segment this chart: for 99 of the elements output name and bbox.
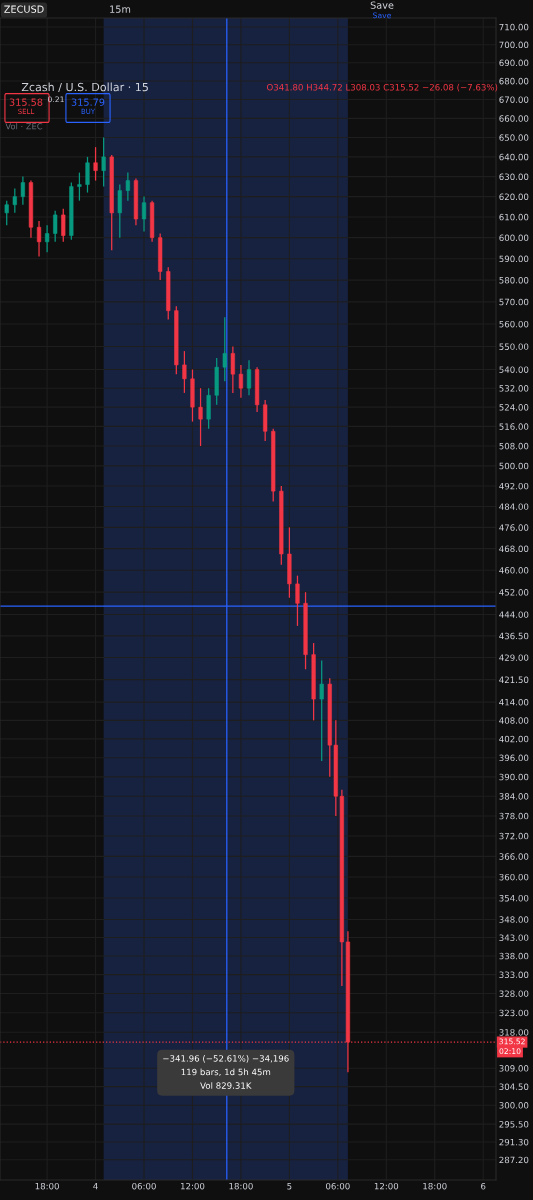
x-tick-label: 12:00 xyxy=(181,1182,205,1190)
y-tick-label: 590.00 xyxy=(499,255,529,263)
y-tick-label: 670.00 xyxy=(499,96,529,103)
x-tick-label: 6 xyxy=(481,1182,486,1190)
y-tick-label: 710.00 xyxy=(499,23,529,31)
y-tick-label: 366.00 xyxy=(499,853,529,860)
candlestick xyxy=(85,156,90,194)
y-tick-label: 444.00 xyxy=(499,611,529,618)
y-tick-label: 600.00 xyxy=(499,234,529,242)
y-tick-label: 680.00 xyxy=(499,77,529,85)
y-tick-label: 414.00 xyxy=(499,698,529,706)
annotation: 315.79 xyxy=(71,98,105,106)
y-tick-label: 323.00 xyxy=(499,1009,529,1017)
candlestick xyxy=(206,387,211,430)
x-tick-label: 18:00 xyxy=(229,1182,253,1190)
y-tick-label: 318.00 xyxy=(499,1029,529,1036)
y-tick-label: 300.00 xyxy=(499,1102,529,1109)
y-tick-label: 333.00 xyxy=(499,971,529,978)
y-tick-label: 287.20 xyxy=(499,1156,529,1164)
y-tick-label: 338.00 xyxy=(499,952,529,960)
text: Zcash / U.S. Dollar · 15 xyxy=(21,82,148,93)
candlestick xyxy=(4,200,9,226)
candlestick xyxy=(101,136,106,188)
band-label: −341.96 (−52.61%) −34,196 119 bars, 1d 5h 45m Vol 829.31K xyxy=(163,1055,289,1089)
y-tick-label: 348.00 xyxy=(499,916,529,923)
candlestick xyxy=(182,350,187,394)
y-tick-label: 630.00 xyxy=(499,173,529,180)
x-tick-label: 06:00 xyxy=(326,1182,350,1190)
candlestick xyxy=(93,146,98,182)
y-tick-label: 429.00 xyxy=(499,654,529,661)
y-tick-label: 580.00 xyxy=(499,276,529,284)
y-tick-label: 468.00 xyxy=(499,545,529,553)
y-tick-label: 295.50 xyxy=(499,1121,529,1128)
text: ZECUSD xyxy=(4,5,44,13)
y-tick-label: 550.00 xyxy=(499,343,529,350)
y-tick-label: 304.50 xyxy=(499,1083,529,1090)
candlestick xyxy=(198,387,203,447)
y-tick-label: 452.00 xyxy=(499,589,529,596)
candlestick xyxy=(238,364,244,399)
y-tick-label: 460.00 xyxy=(499,567,529,574)
candlestick xyxy=(36,220,42,258)
y-tick-label: 436.50 xyxy=(499,632,529,640)
y-tick-label: 484.00 xyxy=(499,503,529,510)
x-tick-label: 5 xyxy=(287,1183,292,1190)
candlestick xyxy=(141,195,147,233)
y-tick-label: 343.00 xyxy=(499,934,529,941)
y-tick-label: 408.00 xyxy=(499,717,529,724)
y-tick-label: 532.00 xyxy=(499,385,529,392)
y-tick-label: 690.00 xyxy=(499,59,529,67)
y-tick-label: 390.00 xyxy=(499,773,529,781)
x-tick-label: 06:00 xyxy=(132,1182,156,1190)
y-tick-label: 421.50 xyxy=(499,676,529,684)
text: 15m xyxy=(110,5,131,13)
y-tick-label: 378.00 xyxy=(499,812,529,820)
text: O341.80 H344.72 L308.03 C315.52 −26.08 (−7.63%) xyxy=(266,83,498,92)
candlestick xyxy=(222,316,227,382)
x-tick-label: 4 xyxy=(93,1183,98,1190)
y-tick-label: 508.00 xyxy=(499,442,529,450)
y-tick-label: 570.00 xyxy=(499,298,529,306)
annotation: 315.58 xyxy=(9,98,43,106)
y-tick-label: 328.00 xyxy=(499,990,529,997)
candlestick xyxy=(230,345,235,394)
y-tick-label: 372.00 xyxy=(499,832,529,840)
x-tick-label: 12:00 xyxy=(374,1182,399,1190)
y-tick-label: 354.00 xyxy=(499,894,529,902)
candlestick xyxy=(77,171,82,202)
y-tick-label: 650.00 xyxy=(499,134,529,141)
candlestick xyxy=(295,575,300,627)
y-tick-label: 291.30 xyxy=(499,1138,529,1146)
candlestick xyxy=(117,183,122,239)
x-tick-label: 18:00 xyxy=(35,1182,59,1190)
candlestick xyxy=(319,659,324,762)
y-tick-label: 560.00 xyxy=(499,320,529,328)
y-tick-label: 384.00 xyxy=(499,793,529,800)
text: Save xyxy=(370,1,394,9)
y-tick-label: 524.00 xyxy=(499,404,529,411)
y-tick-label: 360.00 xyxy=(499,873,529,881)
y-tick-label: 402.00 xyxy=(499,735,529,743)
y-tick-label: 700.00 xyxy=(499,41,529,49)
candlestick xyxy=(45,224,50,253)
candlestick xyxy=(12,187,17,214)
candlestick xyxy=(125,171,130,202)
y-tick-label: 492.00 xyxy=(499,482,529,490)
y-tick-label: 540.00 xyxy=(499,366,529,373)
y-tick-label: 660.00 xyxy=(499,115,529,122)
y-tick-label: 396.00 xyxy=(499,754,529,762)
candlestick xyxy=(20,175,25,206)
y-tick-label: 500.00 xyxy=(499,462,529,470)
y-tick-label: 476.00 xyxy=(499,524,529,531)
y-tick-label: 640.00 xyxy=(499,153,529,161)
y-tick-label: 620.00 xyxy=(499,193,529,201)
y-tick-label: 309.00 xyxy=(499,1065,529,1072)
y-tick-label: 516.00 xyxy=(499,423,529,430)
annotation: Vol · ZEC xyxy=(5,122,43,130)
x-tick-label: 18:00 xyxy=(423,1182,447,1190)
candlestick xyxy=(53,210,58,243)
candlestick xyxy=(246,359,252,396)
candlestick xyxy=(61,208,66,243)
y-tick-label: 610.00 xyxy=(499,213,529,221)
